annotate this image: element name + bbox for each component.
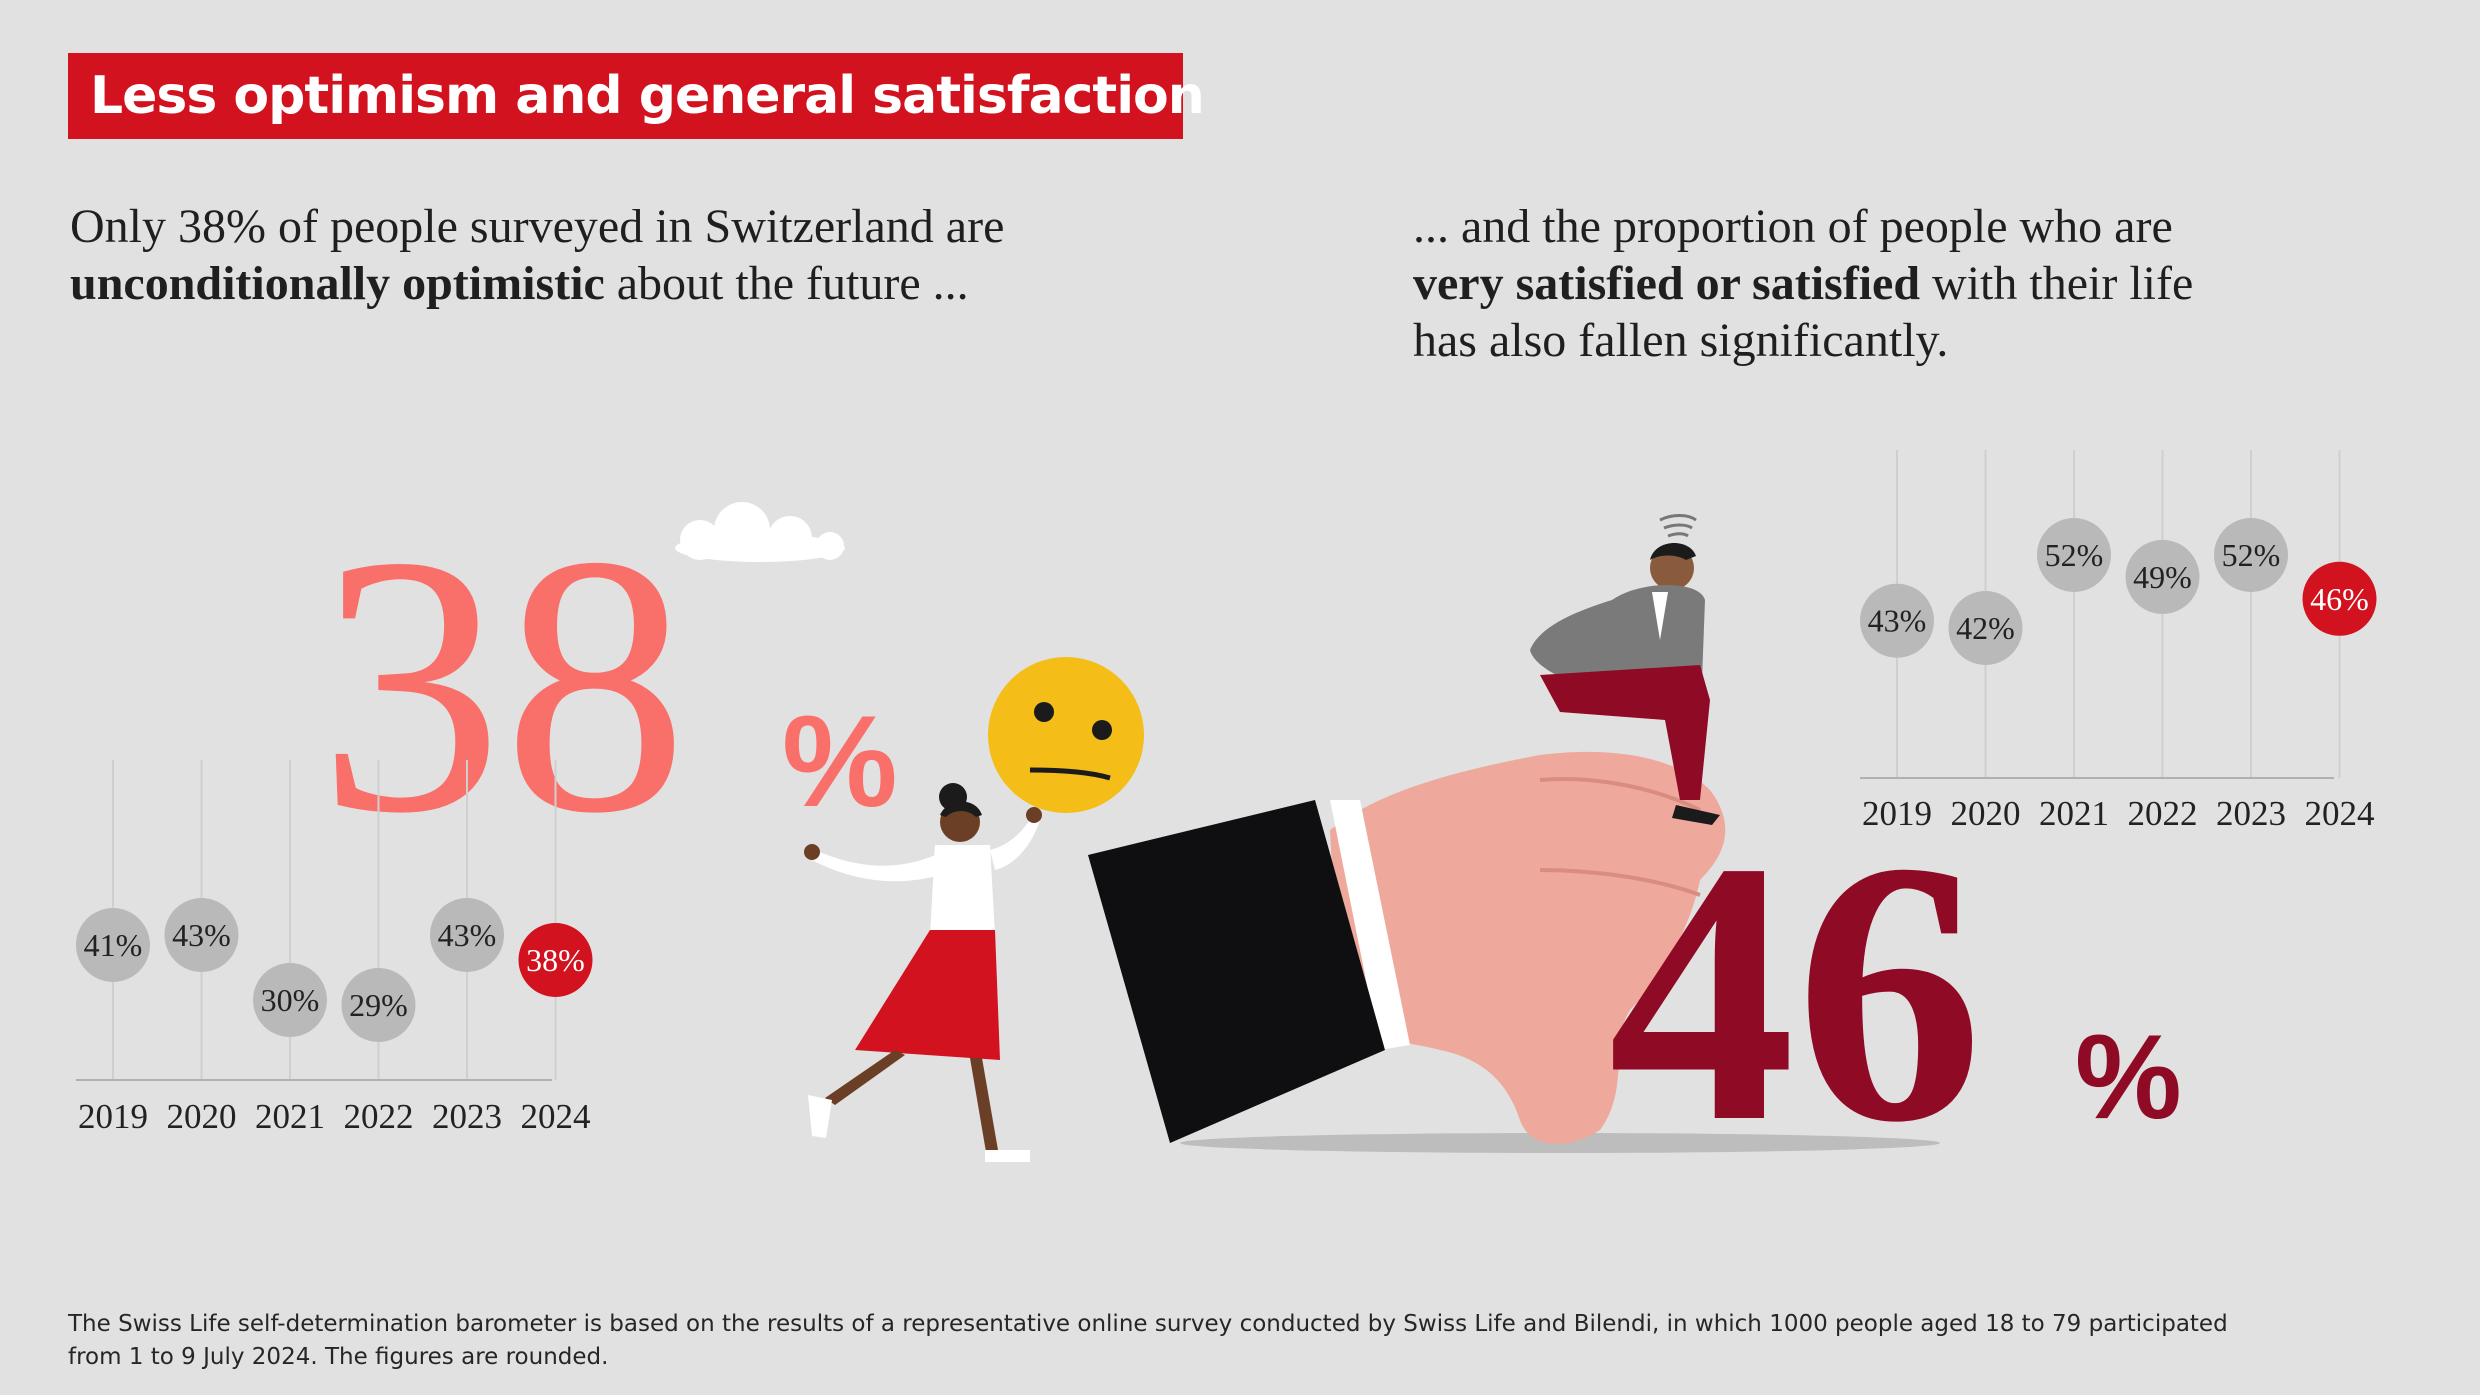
optimism-big-number: 38 bbox=[318, 480, 688, 890]
cloud-icon bbox=[675, 502, 845, 562]
optimism-bubble-2022 bbox=[341, 968, 416, 1042]
satisfaction-data-label-2023: 52% bbox=[2222, 537, 2281, 573]
intro-optimism-bold: unconditionally optimistic bbox=[70, 257, 605, 310]
satisfaction-tick-label-2020: 2020 bbox=[1951, 794, 2021, 833]
footnote-line2: from 1 to 9 July 2024. The figures are r… bbox=[68, 1344, 609, 1370]
page-title: Less optimism and general satisfaction bbox=[90, 66, 1205, 126]
satisfaction-bubble-2023 bbox=[2214, 518, 2288, 592]
intro-satisfaction: ... and the proportion of people who are… bbox=[1413, 198, 2413, 369]
satisfaction-tick-label-2023: 2023 bbox=[2216, 794, 2286, 833]
optimism-tick-label-2021: 2021 bbox=[255, 1097, 325, 1136]
optimism-tick-label-2019: 2019 bbox=[78, 1097, 148, 1136]
intro-optimism: Only 38% of people surveyed in Switzerla… bbox=[70, 198, 1170, 312]
satisfaction-data-label-2020: 42% bbox=[1956, 610, 2015, 646]
intro-satisfaction-line3: has also fallen significantly. bbox=[1413, 314, 1949, 367]
intro-satisfaction-bold: very satisfied or satisfied bbox=[1413, 257, 1921, 310]
neutral-face-icon bbox=[988, 657, 1144, 813]
optimism-bubble-2024 bbox=[518, 923, 593, 997]
man-illustration bbox=[1530, 514, 1720, 825]
satisfaction-tick-label-2019: 2019 bbox=[1862, 794, 1932, 833]
optimism-bubble-2019 bbox=[76, 908, 150, 982]
optimism-data-label-2023: 43% bbox=[438, 917, 497, 953]
optimism-big-percent: % bbox=[782, 688, 898, 834]
footnote-line1: The Swiss Life self-determination barome… bbox=[68, 1311, 2228, 1337]
satisfaction-data-label-2022: 49% bbox=[2133, 559, 2192, 595]
satisfaction-data-label-2021: 52% bbox=[2045, 537, 2104, 573]
intro-optimism-line1: Only 38% of people surveyed in Switzerla… bbox=[70, 200, 1005, 253]
intro-satisfaction-line1: ... and the proportion of people who are bbox=[1413, 200, 2173, 253]
optimism-bubble-2023 bbox=[430, 898, 504, 972]
intro-satisfaction-rest: with their life bbox=[1920, 257, 2194, 310]
optimism-tick-label-2022: 2022 bbox=[344, 1097, 414, 1136]
optimism-tick-label-2023: 2023 bbox=[432, 1097, 502, 1136]
satisfaction-big-percent: % bbox=[2075, 1010, 2182, 1144]
satisfaction-bubble-2022 bbox=[2125, 539, 2200, 614]
satisfaction-bubble-2019 bbox=[1860, 583, 1934, 658]
satisfaction-bubble-2021 bbox=[2037, 518, 2111, 592]
satisfaction-tick-label-2021: 2021 bbox=[2039, 794, 2109, 833]
optimism-data-label-2024: 38% bbox=[526, 942, 585, 978]
optimism-data-label-2020: 43% bbox=[172, 917, 231, 953]
woman-illustration bbox=[804, 783, 1042, 1162]
optimism-data-label-2022: 29% bbox=[349, 987, 408, 1023]
satisfaction-data-label-2024: 46% bbox=[2310, 581, 2369, 617]
optimism-bubble-2020 bbox=[164, 898, 239, 972]
footnote: The Swiss Life self-determination barome… bbox=[68, 1308, 2368, 1374]
satisfaction-big-number: 46 bbox=[1608, 785, 1983, 1200]
title-banner: Less optimism and general satisfaction bbox=[68, 53, 1205, 139]
satisfaction-tick-label-2022: 2022 bbox=[2128, 794, 2198, 833]
satisfaction-tick-label-2024: 2024 bbox=[2305, 794, 2375, 833]
optimism-tick-label-2024: 2024 bbox=[521, 1097, 591, 1136]
intro-optimism-rest: about the future ... bbox=[604, 257, 969, 310]
satisfaction-bubble-2020 bbox=[1948, 591, 2023, 665]
optimism-data-label-2021: 30% bbox=[261, 982, 320, 1018]
optimism-bubble-2021 bbox=[253, 963, 327, 1037]
optimism-tick-label-2020: 2020 bbox=[167, 1097, 237, 1136]
satisfaction-data-label-2019: 43% bbox=[1868, 603, 1927, 639]
optimism-data-label-2019: 41% bbox=[84, 927, 143, 963]
thumbs-down-icon bbox=[1088, 751, 1726, 1144]
satisfaction-bubble-2024 bbox=[2302, 561, 2377, 636]
